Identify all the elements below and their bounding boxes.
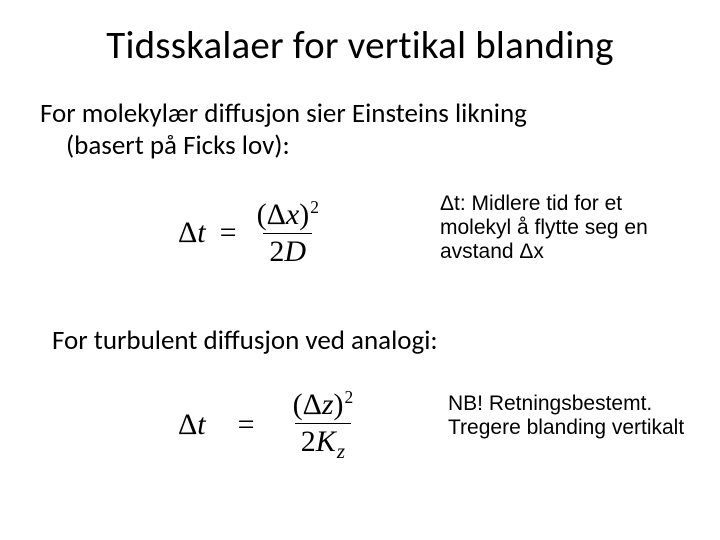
eq2-numerator: (Δz)2 [287, 388, 360, 423]
eq1-fraction: (Δx)2 2D [251, 198, 325, 267]
eq2-fraction: (Δz)2 2Kz [287, 388, 360, 462]
eq2-equals: = [238, 408, 255, 442]
eq2-num-exp: 2 [345, 387, 354, 407]
eq2-den-var: K [316, 425, 336, 458]
eq1-numerator: (Δx)2 [251, 198, 325, 233]
intro-line-1: For molekylær diffusjon sier Einsteins l… [40, 97, 527, 130]
eq2-den-sub: z [337, 439, 345, 463]
eq1-num-delta: Δ [267, 198, 286, 231]
eq1-den-coeff: 2 [269, 235, 284, 268]
eq1-lhs-var: t [197, 216, 205, 249]
eq2-denominator: 2Kz [295, 423, 351, 462]
eq2-num-var: z [322, 388, 334, 421]
turbulent-paragraph: For turbulent diffusjon ved analogi: [52, 324, 672, 357]
note-delta-t-explanation: Δt: Midlere tid for et molekyl å flytte … [440, 192, 670, 264]
eq1-lhs: Δt [178, 216, 206, 250]
equation-molecular-diffusion: Δt = (Δx)2 2D [178, 198, 325, 267]
equation-turbulent-diffusion: Δt = (Δz)2 2Kz [178, 388, 359, 462]
eq1-den-var: D [284, 235, 306, 268]
note-directional: NB! Retningsbestemt. Tregere blanding ve… [448, 392, 698, 440]
intro-paragraph: For molekylær diffusjon sier Einsteins l… [40, 98, 680, 162]
eq1-lhs-delta: Δ [178, 216, 197, 249]
slide-title: Tidsskalaer for vertikal blanding [0, 22, 720, 69]
eq2-num-delta: Δ [303, 388, 322, 421]
eq2-lhs: Δt [178, 408, 206, 442]
intro-line-2: (basert på Ficks lov): [66, 130, 680, 162]
eq1-equals: = [220, 216, 237, 250]
eq2-lhs-delta: Δ [178, 408, 197, 441]
eq1-num-var: x [286, 198, 299, 231]
slide: Tidsskalaer for vertikal blanding For mo… [0, 0, 720, 540]
eq2-den-coeff: 2 [301, 425, 316, 458]
eq2-lhs-var: t [197, 408, 205, 441]
eq1-num-exp: 2 [310, 197, 319, 217]
eq1-denominator: 2D [263, 233, 312, 268]
